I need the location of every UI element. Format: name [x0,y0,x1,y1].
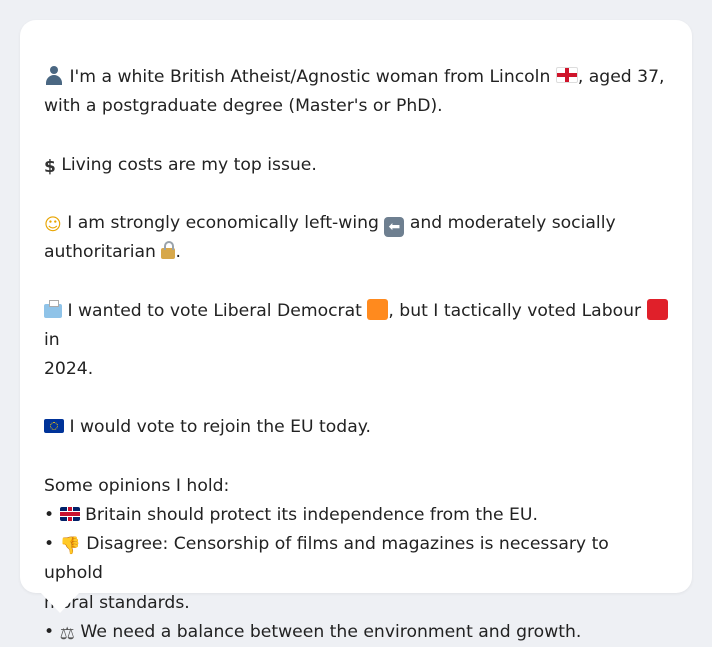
opinion-text: Disagree: Censorship of films and magazi… [44,534,609,584]
left-arrow-icon: ⬅ [384,216,405,237]
vote-text-4: 2024. [44,358,94,379]
thumbs-down-icon: 👎 [59,536,81,557]
england-flag-icon [555,67,578,83]
orange-square-icon [367,298,389,320]
speech-bubble-tail [40,592,80,613]
opinions-section: Some opinions I hold: • Britain should p… [44,472,668,647]
eu-flag-icon [44,419,64,434]
eu-text: I would vote to rejoin the EU today. [69,417,371,438]
vote-text-1: I wanted to vote Liberal Democrat [67,300,362,321]
red-square-icon [646,298,668,320]
vote-text-3: in [44,329,60,350]
ballot-box-icon [44,299,62,318]
opinion-text: Britain should protect its independence … [85,504,538,525]
profile-card: I'm a white British Atheist/Agnostic wom… [20,20,692,642]
ideology-text-4: . [175,242,181,263]
identity-paragraph: I'm a white British Atheist/Agnostic wom… [44,63,668,121]
lock-icon [161,241,176,260]
ideology-text-3: authoritarian [44,242,156,263]
opinions-heading: Some opinions I hold: [44,475,230,496]
ideology-text-2: and moderately socially [409,212,616,233]
ideology-text-1: I am strongly economically left-wing [67,212,379,233]
vote-paragraph: I wanted to vote Liberal Democrat , but … [44,297,668,385]
issue-paragraph: $ Living costs are my top issue. [44,151,668,180]
opinion-bullet: • [44,504,55,525]
age-text: , aged 37, [577,67,665,87]
opinion-text-continued: moral standards. [44,592,190,613]
opinion-text: We need a balance between the environmen… [80,621,582,642]
person-icon [44,65,64,85]
issue-text: Living costs are my top issue. [61,154,317,175]
opinion-bullet: • [44,621,55,642]
eu-paragraph: I would vote to rejoin the EU today. [44,413,668,442]
education-text: with a postgraduate degree (Master's or … [44,96,443,117]
opinion-bullet: • [44,534,55,555]
identity-text: I'm a white British Atheist/Agnostic wom… [69,67,551,87]
ideology-paragraph: ☺ I am strongly economically left-wing ⬅… [44,209,668,267]
balance-scale-icon: ⚖ [59,623,75,644]
uk-flag-icon [59,506,80,521]
dollar-icon: $ [44,156,56,177]
thinking-face-icon: ☺ [44,214,62,235]
vote-text-2: , but I tactically voted Labour [388,300,642,321]
